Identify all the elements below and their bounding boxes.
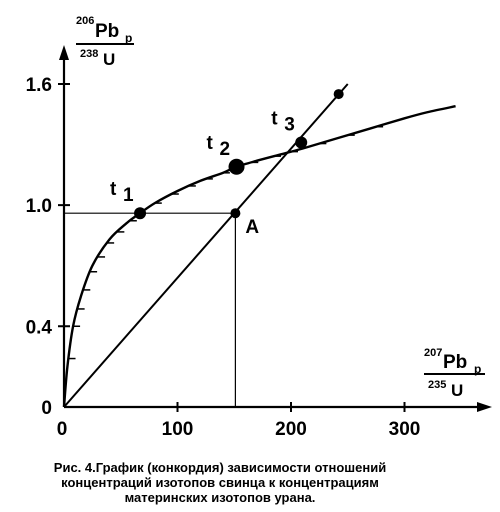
x-axis-label: 207 Pb p 235 U: [424, 347, 485, 400]
age-point: [295, 136, 308, 149]
age-point-label: t: [271, 109, 278, 130]
y-label-bottom-main: U: [103, 50, 115, 69]
age-point-subscript: 1: [123, 185, 134, 206]
y-axis-label: 206 Pb p 238 U: [76, 15, 134, 69]
age-point-subscript: 2: [220, 139, 231, 160]
reference-point-label: A: [245, 217, 259, 238]
y-label-top-sub: p: [125, 31, 132, 45]
age-point: [333, 89, 344, 100]
ticks-layer: 0 0.4 1.0 1.6 0 100 200 300: [26, 75, 421, 440]
reference-point-a: [230, 208, 241, 219]
concordia-chart: 206 Pb p 238 U 207 Pb p 235 U 0 0.4 1.0 1.6…: [26, 15, 492, 440]
caption-line-2: концентраций изотопов свинца к концентра…: [61, 475, 379, 490]
y-label-top-main: Pb: [95, 21, 119, 42]
x-label-top-sub: p: [474, 362, 481, 376]
y-tick-label: 0.4: [26, 317, 53, 338]
y-tick-label: 1.6: [26, 75, 52, 96]
caption-line-3: материнских изотопов урана.: [124, 490, 316, 505]
x-label-bottom-main: U: [451, 381, 463, 400]
x-label-top-main: Pb: [443, 352, 467, 373]
concordia-curve: [62, 105, 456, 408]
y-axis-arrow: [59, 45, 69, 60]
y-tick-label: 0: [41, 398, 52, 419]
guide-lines: [64, 212, 236, 407]
x-tick-label: 200: [275, 419, 307, 440]
y-label-bottom-sup: 238: [80, 48, 98, 60]
x-tick-label: 100: [162, 419, 194, 440]
x-tick-label: 0: [57, 419, 68, 440]
age-point-subscript: 3: [284, 115, 295, 136]
caption-line-1: Рис. 4.График (конкордия) зависимости от…: [53, 460, 387, 475]
age-point-label: t: [110, 179, 117, 200]
x-tick-label: 300: [389, 419, 421, 440]
age-point: [134, 207, 147, 220]
age-point: [228, 158, 245, 175]
figure-caption: Рис. 4.График (конкордия) зависимости от…: [0, 460, 440, 505]
x-axis-arrow: [477, 402, 492, 412]
axes: [59, 45, 492, 412]
age-point-label: t: [207, 133, 214, 154]
series-layer: [62, 83, 456, 408]
y-label-top-sup: 206: [76, 15, 94, 27]
points-layer: t 1t 2t 3A: [110, 89, 344, 238]
y-tick-label: 1.0: [26, 196, 52, 217]
x-label-bottom-sup: 235: [428, 379, 446, 391]
x-label-top-sup: 207: [424, 347, 442, 359]
